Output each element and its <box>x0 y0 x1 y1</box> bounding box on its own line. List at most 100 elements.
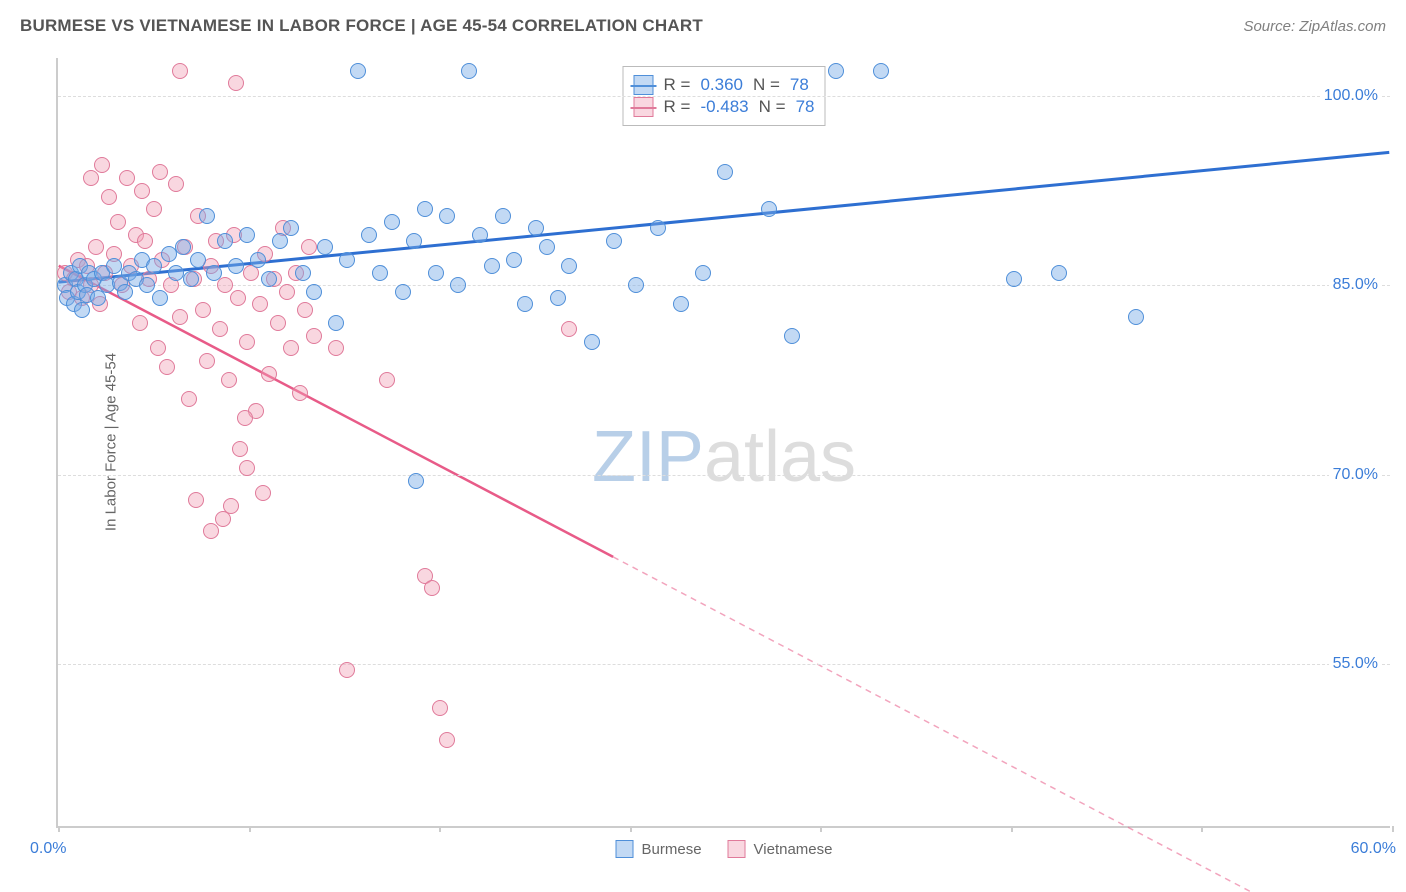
data-point <box>239 227 255 243</box>
x-tick <box>439 826 441 832</box>
data-point <box>83 170 99 186</box>
x-tick <box>820 826 822 832</box>
data-point <box>74 302 90 318</box>
data-point <box>650 220 666 236</box>
data-point <box>424 580 440 596</box>
stats-row: R = 0.360 N = 78 <box>634 75 815 95</box>
legend-item: Burmese <box>616 840 702 858</box>
data-point <box>199 353 215 369</box>
data-point <box>212 321 228 337</box>
data-point <box>106 258 122 274</box>
data-point <box>584 334 600 350</box>
data-point <box>134 183 150 199</box>
legend-swatch <box>616 840 634 858</box>
data-point <box>279 284 295 300</box>
stats-r-label: R = <box>664 75 691 95</box>
stats-r-label: R = <box>664 97 691 117</box>
stats-n-label: N = <box>759 97 786 117</box>
data-point <box>206 265 222 281</box>
data-point <box>517 296 533 312</box>
stats-r-value: -0.483 <box>700 97 748 117</box>
data-point <box>195 302 211 318</box>
data-point <box>261 271 277 287</box>
data-point <box>203 523 219 539</box>
data-point <box>168 176 184 192</box>
data-point <box>228 258 244 274</box>
data-point <box>230 290 246 306</box>
data-point <box>239 334 255 350</box>
data-point <box>628 277 644 293</box>
watermark: ZIPatlas <box>592 416 856 498</box>
data-point <box>495 208 511 224</box>
data-point <box>461 63 477 79</box>
data-point <box>190 252 206 268</box>
x-axis-max-label: 60.0% <box>1351 840 1396 858</box>
data-point <box>292 385 308 401</box>
stats-n-value: 78 <box>796 97 815 117</box>
data-point <box>215 511 231 527</box>
data-point <box>350 63 366 79</box>
data-point <box>695 265 711 281</box>
data-point <box>283 220 299 236</box>
data-point <box>199 208 215 224</box>
data-point <box>168 265 184 281</box>
data-point <box>228 75 244 91</box>
x-tick <box>1392 826 1394 832</box>
data-point <box>306 328 322 344</box>
data-point <box>152 164 168 180</box>
data-point <box>417 201 433 217</box>
data-point <box>152 290 168 306</box>
x-tick <box>1011 826 1013 832</box>
data-point <box>484 258 500 274</box>
data-point <box>339 662 355 678</box>
data-point <box>175 239 191 255</box>
data-point <box>339 252 355 268</box>
data-point <box>432 700 448 716</box>
y-tick-label: 85.0% <box>1329 276 1382 294</box>
data-point <box>472 227 488 243</box>
data-point <box>561 321 577 337</box>
data-point <box>317 239 333 255</box>
data-point <box>270 315 286 331</box>
data-point <box>328 340 344 356</box>
data-point <box>297 302 313 318</box>
data-point <box>408 473 424 489</box>
data-point <box>252 296 268 312</box>
source-attribution: Source: ZipAtlas.com <box>1243 18 1386 35</box>
stats-row: R = -0.483 N = 78 <box>634 97 815 117</box>
data-point <box>761 201 777 217</box>
data-point <box>379 372 395 388</box>
data-point <box>361 227 377 243</box>
data-point <box>283 340 299 356</box>
data-point <box>88 239 104 255</box>
legend-swatch <box>728 840 746 858</box>
data-point <box>132 315 148 331</box>
legend-label: Burmese <box>642 841 702 858</box>
data-point <box>150 340 166 356</box>
data-point <box>1006 271 1022 287</box>
legend-label: Vietnamese <box>754 841 833 858</box>
stats-swatch <box>634 97 654 117</box>
data-point <box>272 233 288 249</box>
plot-area: In Labor Force | Age 45-54 ZIPatlas R = … <box>56 58 1390 828</box>
data-point <box>561 258 577 274</box>
data-point <box>506 252 522 268</box>
data-point <box>328 315 344 331</box>
x-tick <box>249 826 251 832</box>
data-point <box>94 157 110 173</box>
data-point <box>450 277 466 293</box>
watermark-left: ZIP <box>592 417 704 497</box>
data-point <box>1128 309 1144 325</box>
data-point <box>528 220 544 236</box>
data-point <box>261 366 277 382</box>
legend: Burmese Vietnamese <box>616 840 833 858</box>
x-tick <box>58 826 60 832</box>
data-point <box>159 359 175 375</box>
data-point <box>384 214 400 230</box>
gridline <box>58 664 1390 665</box>
data-point <box>146 258 162 274</box>
gridline <box>58 475 1390 476</box>
data-point <box>119 170 135 186</box>
data-point <box>232 441 248 457</box>
data-point <box>239 460 255 476</box>
